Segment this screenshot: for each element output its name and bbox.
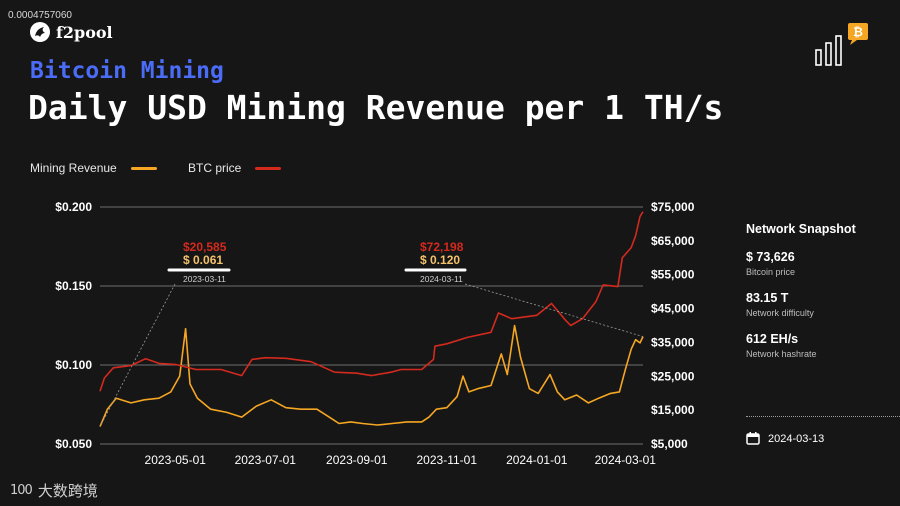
watermark-mark: 100 [10,483,33,498]
series-line-mining-revenue [99,324,644,427]
page-title: Daily USD Mining Revenue per 1 TH/s [28,88,724,127]
x-axis-tick-label: 2023-05-01 [145,453,207,467]
snapshot-btc-label: Bitcoin price [746,267,796,277]
left-axis-tick-label: $0.150 [55,279,92,293]
snapshot-title: Network Snapshot [746,222,856,236]
annotation-date: 2024-03-11 [420,274,463,284]
snapshot-date: 2024-03-13 [746,432,824,445]
annotation-revenue: $ 0.120 [420,253,460,267]
series-line-btc-price [99,211,644,392]
right-axis-tick-label: $65,000 [651,234,695,248]
snapshot-difficulty-label: Network difficulty [746,308,814,318]
corner-value: 0.0004757060 [8,10,72,21]
x-axis-tick-label: 2023-07-01 [235,453,297,467]
x-axis-tick-label: 2024-01-01 [506,453,568,467]
snapshot-btc-value: $ 73,626 [746,250,795,264]
f2pool-logo: f2pool [30,22,113,42]
right-axis-tick-label: $75,000 [651,200,695,214]
snapshot-hashrate-value: 612 EH/s [746,332,799,346]
x-axis-tick-label: 2023-11-01 [417,453,478,467]
right-axis-tick-label: $35,000 [651,335,695,349]
legend-swatch [255,166,282,170]
legend-mining-revenue: Mining Revenue [30,161,157,175]
legend-swatch [130,166,157,170]
right-axis-tick-label: $15,000 [651,403,695,417]
section-subtitle: Bitcoin Mining [30,58,224,84]
snapshot-date-text: 2024-03-13 [768,432,825,445]
x-axis-tick-label: 2023-09-01 [326,453,388,467]
annotation-revenue: $ 0.061 [183,253,223,267]
left-axis-tick-label: $0.200 [55,200,92,214]
right-axis-tick-label: $25,000 [651,369,695,383]
watermark: 100 大数跨境 [10,480,98,501]
right-axis-tick-label: $45,000 [651,302,695,316]
right-axis-tick-label: $5,000 [651,437,688,451]
watermark-text: 大数跨境 [37,483,98,500]
snapshot-divider [746,416,900,417]
legend-label: Mining Revenue [30,161,117,175]
network-snapshot: Network Snapshot $ 73,626 Bitcoin price … [746,222,856,373]
legend-btc-price: BTC price [188,161,282,175]
right-axis-tick-label: $55,000 [651,268,695,282]
legend-label: BTC price [188,161,242,175]
annotation-leader [99,283,176,427]
svg-text:₿: ₿ [853,25,863,39]
snapshot-difficulty-value: 83.15 T [746,291,789,305]
bar-chart-bitcoin-icon: ₿ [815,23,868,66]
x-axis-tick-label: 2024-03-01 [595,453,657,467]
left-axis-tick-label: $0.100 [55,358,92,372]
snapshot-hashrate-label: Network hashrate [746,349,817,359]
annotation-btc-price: $20,585 [183,240,227,254]
brand-name: f2pool [56,22,113,42]
annotation-date: 2023-03-11 [183,274,226,284]
annotation-btc-price: $72,198 [420,240,464,254]
annotation-leader [464,283,644,337]
calendar-icon [746,432,760,445]
f2pool-logo-icon [30,22,50,42]
left-axis-tick-label: $0.050 [55,437,92,451]
